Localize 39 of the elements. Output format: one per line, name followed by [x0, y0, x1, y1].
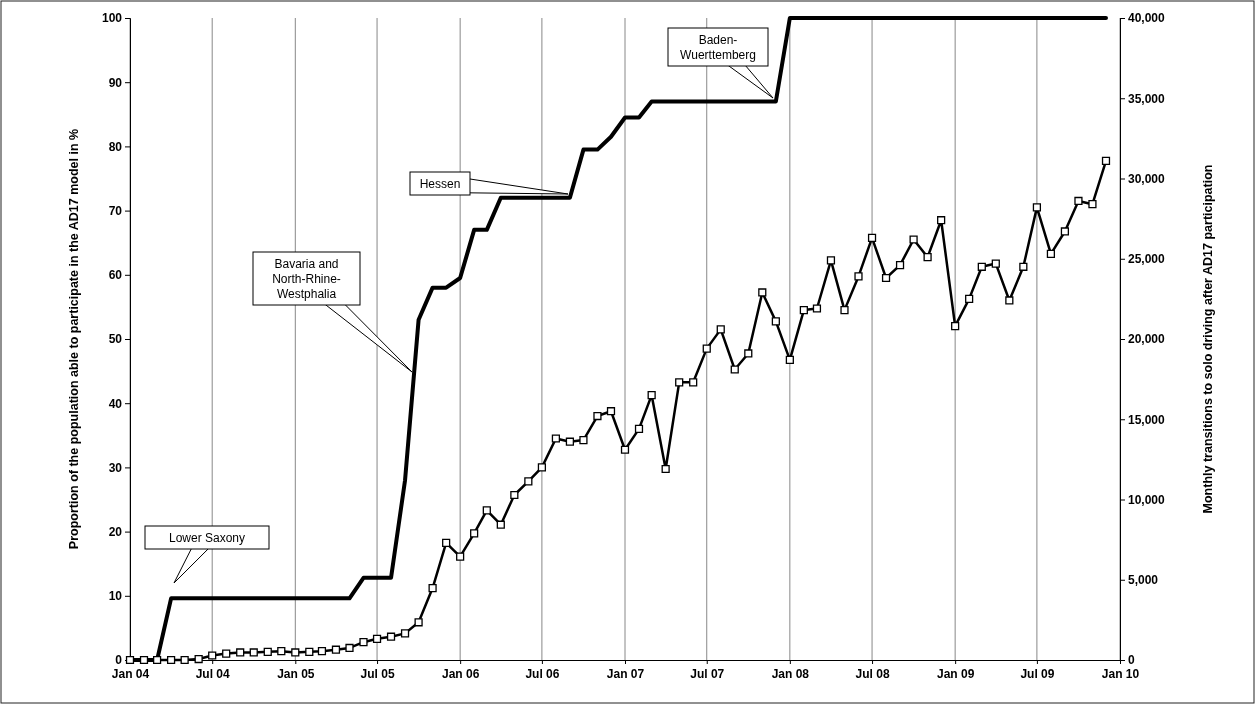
y2-tick-label: 0: [1128, 653, 1135, 668]
x-tick-label: Jul 08: [855, 666, 890, 681]
x-tick-label: Jan 07: [606, 666, 645, 681]
x-tick-label: Jul 09: [1020, 666, 1055, 681]
y-tick-label: 70: [108, 203, 123, 218]
annotation: Hessen: [419, 177, 461, 191]
annotation: Baden-Wuerttemberg: [680, 33, 756, 62]
y-tick-label: 80: [108, 139, 123, 154]
y-tick-label: 60: [108, 268, 123, 283]
x-tick-label: Jul 07: [690, 666, 725, 681]
y2-tick-label: 40,000: [1128, 11, 1166, 26]
y-tick-label: 10: [108, 589, 123, 604]
y2-tick-label: 20,000: [1128, 332, 1166, 347]
y-tick-label: 20: [108, 524, 123, 539]
y-tick-label: 40: [108, 396, 123, 411]
y2-tick-label: 35,000: [1128, 91, 1166, 106]
y2-tick-label: 10,000: [1128, 492, 1166, 507]
y2-tick-label: 30,000: [1128, 171, 1166, 186]
x-tick-label: Jan 09: [936, 666, 975, 681]
y-tick-label: 30: [108, 460, 123, 475]
y-tick-label: 50: [108, 332, 123, 347]
y-tick-label: 0: [115, 653, 123, 668]
x-tick-label: Jan 06: [441, 666, 480, 681]
annotation: Lower Saxony: [168, 531, 246, 545]
y2-tick-label: 25,000: [1128, 252, 1166, 267]
x-tick-label: Jul 04: [195, 666, 231, 681]
x-tick-label: Jan 05: [277, 666, 315, 681]
x-tick-label: Jan 04: [111, 666, 150, 681]
y2-tick-label: 15,000: [1128, 412, 1166, 427]
y-tick-label: 100: [101, 11, 123, 26]
y-axis-title: Proportion of the population able to participate in the AD17 model in %: [67, 128, 81, 550]
y-tick-label: 90: [108, 75, 123, 90]
x-tick-label: Jan 08: [771, 666, 810, 681]
annotation: Bavaria and North-Rhine-Westphalia: [272, 257, 341, 301]
x-tick-label: Jan 10: [1101, 666, 1140, 681]
y2-tick-label: 5,000: [1128, 573, 1159, 588]
x-tick-label: Jul 06: [525, 666, 560, 681]
x-tick-label: Jul 05: [360, 666, 395, 681]
y2-axis-title: Monthly transitions to solo driving after AD17 participation: [1201, 164, 1215, 514]
